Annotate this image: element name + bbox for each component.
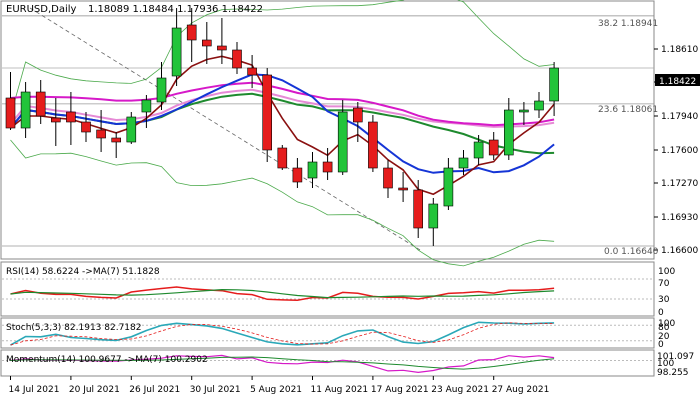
momentum-line (10, 354, 555, 374)
candle-body (50, 117, 61, 123)
date-tick-label: 26 Jul 2021 (129, 385, 180, 395)
candle-body (81, 121, 91, 133)
price-tick-label: 1.17600 (661, 146, 698, 156)
candle-body (352, 107, 363, 123)
stoch-axis-80: 80 (658, 323, 670, 333)
stoch-pane (2, 321, 654, 346)
ma-magenta-line (10, 81, 555, 127)
price-tick-label: 1.16600 (661, 246, 698, 256)
stoch-axis-0: 0 (658, 340, 664, 350)
rsi-axis-30: 30 (658, 295, 670, 305)
symbol-label: EURUSD,Daily (6, 4, 77, 15)
rsi-ma-line (10, 288, 555, 299)
fib-382-label: 38.2 1.18941 (598, 19, 658, 29)
rsi-line (10, 286, 555, 301)
price-tick-label: 1.17270 (661, 179, 698, 189)
candle-body (549, 67, 559, 102)
stoch-axis-100: 100 (658, 319, 675, 329)
date-axis: 14 Jul 2021 20 Jul 2021 26 Jul 2021 30 Jul … (9, 376, 550, 395)
rsi-axis-0: 0 (658, 308, 664, 318)
candle-body (277, 147, 288, 169)
momentum-axis-bottom: 98.255 (657, 368, 689, 378)
candle-body (428, 203, 439, 229)
candle-body (5, 97, 16, 129)
candle-body (232, 49, 242, 69)
stoch-axis-20: 20 (658, 332, 670, 342)
candle-body (20, 91, 31, 129)
candle-body (368, 121, 378, 169)
rsi-axis-100: 100 (658, 267, 675, 277)
candle-body (413, 189, 424, 229)
momentum-axis-mid: 100 (657, 359, 674, 369)
momentum-pane (2, 354, 654, 374)
candle-body (503, 109, 514, 156)
current-price-tag: 1.18422 (655, 74, 700, 87)
bollinger-upper (10, 0, 555, 117)
date-tick-label: 5 Aug 2021 (250, 385, 302, 395)
candle-body (473, 141, 484, 159)
ohlc-label: 1.18089 1.18484 1.17936 1.18422 (88, 4, 263, 15)
rsi-pane (2, 278, 654, 301)
candle-body (247, 67, 257, 76)
main-pane (2, 0, 654, 267)
candle-body (322, 161, 333, 173)
candle-body (126, 116, 137, 143)
stoch-d-line (10, 322, 555, 346)
date-tick-label: 20 Jul 2021 (69, 385, 120, 395)
momentum-label: Momentum(14) 100.9677 ->MA(7) 100.2902 (6, 355, 208, 365)
candle-body (171, 27, 182, 77)
current-price-value: 1.18422 (659, 77, 696, 87)
candle-body (156, 77, 167, 103)
candle-body (66, 111, 76, 123)
candle-body (111, 137, 121, 143)
stoch-label: Stoch(5,3,3) 82.1913 82.7182 (6, 323, 141, 333)
stoch-k-line (10, 321, 555, 346)
candle-body (186, 24, 197, 41)
momentum-ma-line (10, 356, 555, 370)
candle-body (383, 167, 393, 189)
fib-236-label: 23.6 1.18061 (598, 105, 658, 115)
candle-body (337, 111, 348, 173)
candle-body (488, 139, 499, 156)
price-tick-label: 1.18610 (661, 45, 698, 55)
candle-body (458, 157, 469, 169)
date-tick-label: 14 Jul 2021 (9, 385, 60, 395)
bollinger-lower (10, 139, 555, 267)
candle-body (217, 45, 227, 51)
price-tick-label: 1.17940 (661, 112, 698, 122)
candle-body (96, 129, 106, 139)
candle-body (534, 100, 544, 111)
candle-body (443, 167, 454, 207)
date-tick-label: 17 Aug 2021 (371, 385, 429, 395)
date-tick-label: 30 Jul 2021 (190, 385, 241, 395)
price-tick-label: 1.16930 (661, 213, 698, 223)
date-tick-label: 27 Aug 2021 (492, 385, 550, 395)
candle-body (202, 39, 212, 47)
candle-body (519, 109, 529, 113)
rsi-label: RSI(14) 58.6224 ->MA(7) 51.1828 (6, 267, 160, 277)
momentum-axis-top: 101.097 (657, 352, 694, 362)
date-tick-label: 11 Aug 2021 (311, 385, 369, 395)
fib-0-label: 0.0 1.16640 (604, 247, 659, 257)
candle-body (262, 74, 273, 151)
candle-body (398, 187, 408, 191)
rsi-axis-70: 70 (658, 279, 670, 289)
main-pane-frame (0, 0, 655, 260)
candle-body (292, 167, 303, 183)
candle-body (141, 99, 152, 113)
candle-body (307, 161, 318, 179)
date-tick-label: 23 Aug 2021 (431, 385, 489, 395)
candle-body (35, 91, 46, 117)
